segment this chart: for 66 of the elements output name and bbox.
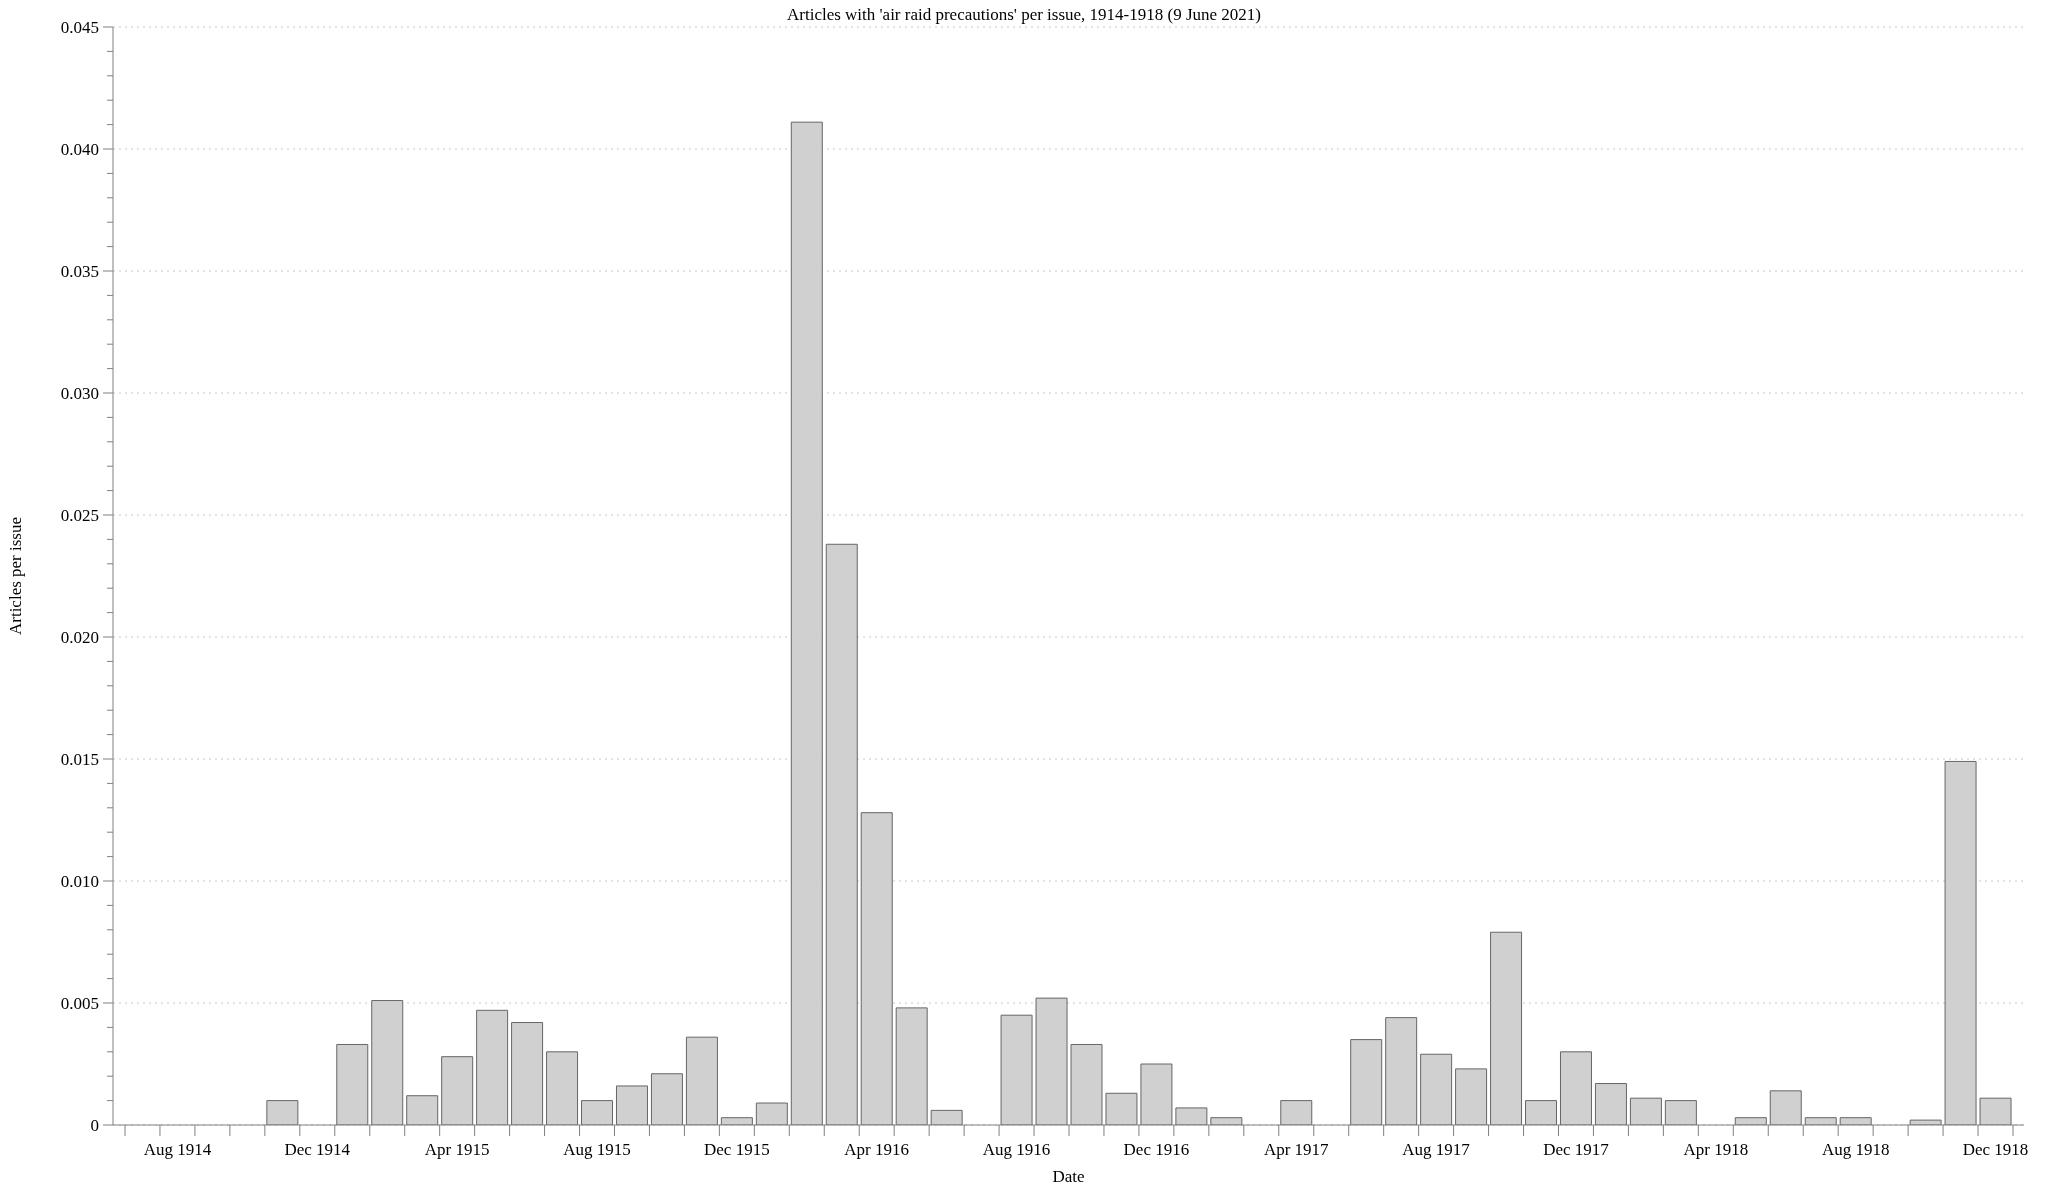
bar	[406, 1095, 439, 1125]
bar	[755, 1102, 788, 1125]
bar	[615, 1085, 648, 1125]
y-tick-label: 0.010	[60, 871, 99, 891]
bar	[1385, 1017, 1418, 1125]
y-tick-label: 0.020	[60, 627, 99, 647]
bar	[1839, 1117, 1872, 1125]
chart-title: Articles with 'air raid precautions' per issue, 1914-1918 (9 June 2021)	[787, 5, 1261, 24]
x-tick-label: Dec 1914	[284, 1139, 351, 1159]
x-tick-label: Aug 1916	[982, 1139, 1051, 1159]
bar	[1350, 1039, 1383, 1125]
bar	[720, 1117, 753, 1125]
x-tick-label: Aug 1918	[1821, 1139, 1890, 1159]
y-tick-label: 0	[90, 1115, 99, 1135]
bar	[1734, 1117, 1767, 1125]
bar	[1769, 1090, 1802, 1125]
bar	[581, 1100, 614, 1125]
bar	[1979, 1097, 2012, 1125]
x-tick-label: Aug 1915	[563, 1139, 631, 1159]
x-tick-label: Apr 1917	[1263, 1139, 1330, 1159]
y-tick-label: 0.005	[60, 993, 99, 1013]
x-tick-label: Dec 1916	[1123, 1139, 1190, 1159]
bar	[1420, 1053, 1453, 1125]
bar	[1664, 1100, 1697, 1125]
bar	[1000, 1014, 1033, 1125]
bar	[1804, 1117, 1837, 1125]
bar	[650, 1073, 683, 1125]
bar	[930, 1109, 963, 1125]
bar	[1629, 1097, 1662, 1125]
bar	[336, 1043, 369, 1125]
bar	[266, 1100, 299, 1125]
x-tick-label: Apr 1916	[844, 1139, 910, 1159]
bar	[1280, 1100, 1313, 1125]
bar	[371, 1000, 404, 1125]
bar	[476, 1009, 509, 1125]
x-tick-label: Dec 1915	[704, 1139, 770, 1159]
bar	[1210, 1117, 1243, 1125]
bar	[1140, 1063, 1173, 1125]
y-tick-label: 0.035	[60, 261, 99, 281]
x-tick-label: Aug 1914	[143, 1139, 212, 1159]
bar	[1594, 1083, 1627, 1125]
bar	[1105, 1092, 1138, 1125]
x-tick-label: Aug 1917	[1402, 1139, 1471, 1159]
bar	[441, 1056, 474, 1125]
y-axis-title: Articles per issue	[6, 516, 26, 636]
bar	[895, 1007, 928, 1125]
bar	[1070, 1043, 1103, 1125]
y-tick-label: 0.025	[60, 505, 99, 525]
x-tick-label: Dec 1918	[1962, 1139, 2029, 1159]
bar	[546, 1051, 579, 1125]
x-tick-label: Dec 1917	[1543, 1139, 1610, 1159]
bar	[511, 1022, 544, 1125]
y-tick-label: 0.030	[60, 383, 99, 403]
bar	[1525, 1100, 1558, 1125]
x-tick-label: Apr 1915	[424, 1139, 490, 1159]
y-tick-label: 0.045	[60, 17, 99, 37]
bar	[685, 1036, 718, 1125]
bar	[1175, 1107, 1208, 1125]
bar	[790, 121, 823, 1125]
y-tick-label: 0.015	[60, 749, 99, 769]
x-tick-label: Apr 1918	[1683, 1139, 1749, 1159]
bar	[1455, 1068, 1488, 1125]
bar	[1909, 1119, 1942, 1125]
y-tick-label: 0.040	[60, 139, 99, 159]
bar	[1559, 1051, 1592, 1125]
x-axis-title: Date	[1052, 1167, 1085, 1187]
